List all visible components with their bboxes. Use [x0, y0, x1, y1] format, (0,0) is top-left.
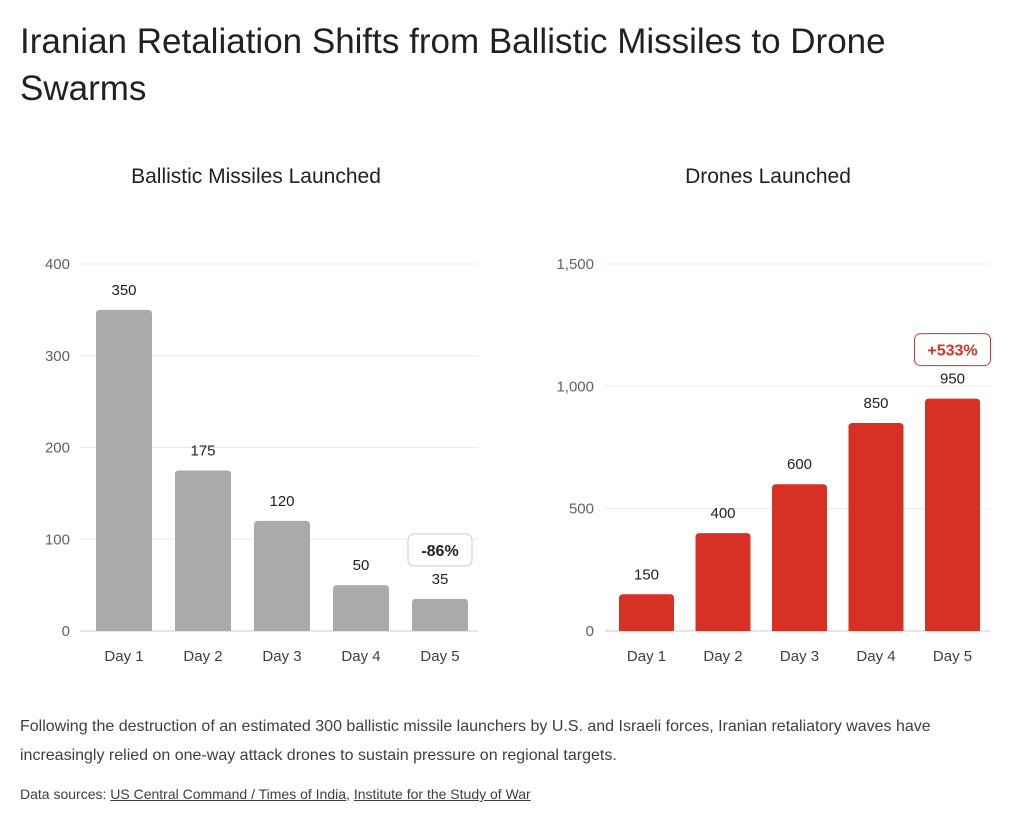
chart-title-drones: Drones Launched: [685, 165, 851, 188]
y-tick-label: 100: [45, 531, 70, 548]
y-tick-label: 200: [45, 440, 70, 457]
sources-label: Data sources:: [20, 786, 107, 802]
bar-day-1: [96, 309, 152, 631]
data-label: 120: [269, 493, 294, 510]
data-label: 35: [432, 571, 449, 588]
chart-title-missiles: Ballistic Missiles Launched: [131, 165, 381, 188]
missiles-chart: 0 100 200 300 400 350 Day 1 175 Day 2 120 Day 3 50 D…: [45, 256, 478, 665]
bar-day-5: [925, 398, 980, 631]
x-tick-label: Day 3: [780, 648, 819, 665]
y-tick-label: 300: [45, 348, 70, 365]
x-tick-label: Day 4: [341, 648, 380, 665]
data-sources: Data sources: US Central Command / Times…: [20, 786, 531, 802]
data-label: 350: [111, 282, 136, 299]
change-annotation: +533%: [927, 343, 977, 360]
change-annotation-box: [407, 533, 473, 567]
x-tick-label: Day 5: [420, 648, 459, 665]
drones-chart: 0 500 1,000 1,500 150 Day 1 400 Day 2 600 Day 3 85…: [556, 256, 991, 665]
bar-day-2: [695, 533, 751, 631]
bar-day-5: [412, 598, 468, 631]
bar-day-3: [254, 520, 310, 631]
y-tick-label: 500: [569, 501, 594, 518]
data-label: 400: [710, 505, 735, 522]
bar-day-4: [333, 585, 389, 631]
source-link-centcom[interactable]: US Central Command / Times of India: [110, 786, 347, 802]
change-annotation-box: [914, 333, 991, 367]
x-tick-label: Day 2: [703, 648, 742, 665]
y-tick-label: 0: [62, 623, 70, 640]
x-tick-label: Day 3: [262, 648, 301, 665]
x-tick-label: Day 1: [627, 648, 666, 665]
bar-day-4: [848, 423, 904, 631]
x-tick-label: Day 4: [856, 648, 895, 665]
page-title: Iranian Retaliation Shifts from Ballisti…: [20, 22, 886, 108]
data-label: 50: [353, 557, 370, 574]
y-tick-label: 0: [586, 623, 594, 640]
x-tick-label: Day 5: [933, 648, 972, 665]
x-tick-label: Day 2: [183, 648, 222, 665]
chart-description: Following the destruction of an estimate…: [20, 718, 931, 764]
data-label: 950: [940, 371, 965, 388]
data-label: 600: [787, 456, 812, 473]
y-tick-label: 1,500: [556, 256, 594, 273]
charts-canvas: Ballistic Missiles Launched Drones Launc…: [45, 165, 991, 665]
y-tick-label: 400: [45, 256, 70, 273]
bar-day-1: [619, 594, 674, 631]
bar-day-2: [175, 470, 231, 631]
data-label: 175: [190, 442, 215, 459]
data-label: 850: [863, 395, 888, 412]
change-annotation: -86%: [421, 543, 458, 560]
bar-day-3: [772, 484, 827, 631]
y-tick-label: 1,000: [556, 378, 594, 395]
x-tick-label: Day 1: [104, 648, 143, 665]
source-link-isw[interactable]: Institute for the Study of War: [353, 786, 531, 802]
data-label: 150: [634, 566, 659, 583]
